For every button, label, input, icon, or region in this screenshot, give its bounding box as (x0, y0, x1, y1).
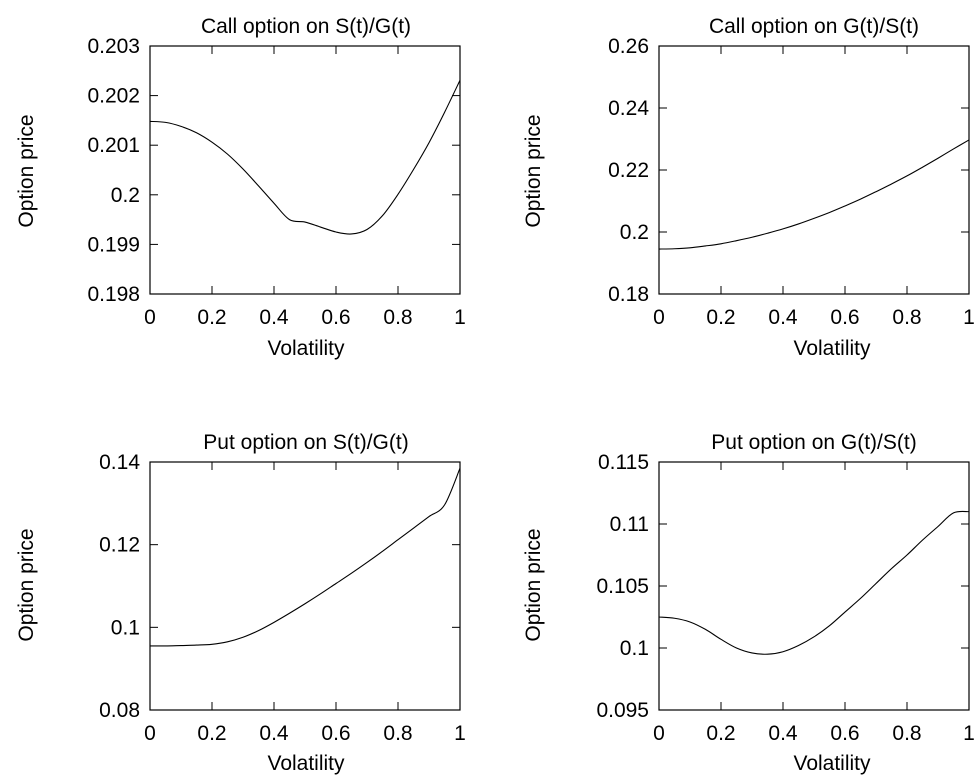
x-tick-label: 0.6 (830, 722, 859, 745)
x-tick-label: 0.2 (706, 722, 735, 745)
y-tick-label: 0.198 (87, 283, 140, 306)
panel-call-g-over-s: Call option on G(t)/S(t) Option price Vo… (522, 15, 974, 360)
x-tick-label: 0.4 (259, 306, 289, 329)
chart-title: Put option on S(t)/G(t) (203, 431, 408, 454)
y-ticks: 0.18 0.2 0.22 0.24 0.26 (608, 35, 969, 306)
y-tick-label: 0.2 (111, 184, 140, 207)
plot-frame (658, 45, 970, 295)
x-tick-label: 0.8 (383, 722, 412, 745)
plot-frame (149, 461, 461, 711)
plot-frame (658, 461, 970, 711)
x-tick-label: 0 (144, 722, 156, 745)
x-tick-label: 0.6 (321, 306, 350, 329)
y-tick-label: 0.08 (99, 699, 140, 722)
y-ticks: 0.08 0.1 0.12 0.14 (99, 451, 460, 722)
x-tick-label: 0.2 (197, 306, 226, 329)
y-tick-label: 0.26 (608, 35, 649, 58)
y-tick-label: 0.22 (608, 159, 649, 182)
chart-title: Put option on G(t)/S(t) (711, 431, 916, 454)
x-tick-label: 1 (454, 722, 466, 745)
x-tick-label: 1 (454, 306, 466, 329)
y-tick-label: 0.201 (87, 134, 140, 157)
y-tick-label: 0.203 (87, 35, 140, 58)
x-axis-label: Volatility (793, 337, 871, 360)
x-tick-label: 0.6 (830, 306, 859, 329)
panel-call-s-over-g: Call option on S(t)/G(t) Option price Vo… (15, 15, 466, 360)
y-tick-label: 0.2 (620, 221, 649, 244)
x-tick-label: 0.6 (321, 722, 350, 745)
x-tick-label: 0.8 (892, 722, 921, 745)
x-tick-label: 0.4 (768, 306, 798, 329)
series-line (149, 467, 461, 647)
x-axis-label: Volatility (267, 752, 345, 775)
x-axis-label: Volatility (793, 752, 871, 775)
y-tick-label: 0.095 (596, 699, 649, 722)
y-tick-label: 0.24 (608, 97, 649, 120)
series-line (658, 139, 970, 250)
y-tick-label: 0.14 (99, 451, 140, 474)
y-tick-label: 0.1 (620, 637, 649, 660)
y-axis-label: Option price (15, 114, 38, 227)
x-tick-label: 0.2 (197, 722, 226, 745)
x-tick-label: 0.4 (259, 722, 289, 745)
y-tick-label: 0.1 (111, 616, 140, 639)
chart-title: Call option on S(t)/G(t) (201, 15, 411, 38)
y-axis-label: Option price (15, 528, 38, 641)
x-ticks: 0 0.2 0.4 0.6 0.8 1 (144, 462, 466, 745)
x-tick-label: 1 (963, 306, 974, 329)
y-tick-label: 0.199 (87, 233, 140, 256)
chart-title: Call option on G(t)/S(t) (709, 15, 919, 38)
y-tick-label: 0.202 (87, 85, 140, 108)
panel-put-s-over-g: Put option on S(t)/G(t) Option price Vol… (15, 431, 466, 775)
x-ticks: 0 0.2 0.4 0.6 0.8 1 (653, 46, 974, 329)
y-tick-label: 0.115 (598, 451, 649, 474)
y-tick-label: 0.12 (99, 534, 140, 557)
x-tick-label: 0.8 (383, 306, 412, 329)
y-tick-label: 0.18 (608, 283, 649, 306)
y-tick-label: 0.105 (596, 575, 649, 598)
y-axis-label: Option price (522, 528, 545, 641)
x-tick-label: 1 (963, 722, 974, 745)
y-axis-label: Option price (522, 114, 545, 227)
series-line (658, 510, 970, 655)
x-tick-label: 0 (144, 306, 156, 329)
y-ticks: 0.198 0.199 0.2 0.201 0.202 0.203 (87, 35, 460, 306)
y-ticks: 0.095 0.1 0.105 0.11 0.115 (596, 451, 969, 722)
panel-put-g-over-s: Put option on G(t)/S(t) Option price Vol… (522, 431, 974, 775)
x-tick-label: 0.4 (768, 722, 798, 745)
y-tick-label: 0.11 (610, 513, 649, 536)
x-tick-label: 0 (653, 722, 665, 745)
series-line (149, 79, 461, 235)
plot-frame (149, 45, 461, 295)
x-tick-label: 0 (653, 306, 665, 329)
x-tick-label: 0.8 (892, 306, 921, 329)
x-tick-label: 0.2 (706, 306, 735, 329)
x-axis-label: Volatility (267, 337, 345, 360)
x-ticks: 0 0.2 0.4 0.6 0.8 1 (653, 462, 974, 745)
x-ticks: 0 0.2 0.4 0.6 0.8 1 (144, 46, 466, 329)
